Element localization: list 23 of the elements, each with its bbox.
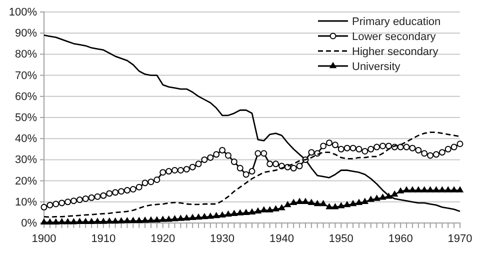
y-tick-label: 50% (14, 112, 38, 124)
legend-label: Lower secondary (352, 31, 436, 43)
legend-label: University (352, 61, 401, 73)
x-tick-label: 1910 (91, 232, 116, 245)
x-tick-label: 1900 (32, 232, 56, 245)
y-tick-label: 100% (8, 6, 38, 19)
y-tick-label: 70% (14, 70, 38, 82)
x-tick-label: 1940 (269, 232, 294, 245)
y-tick-label: 0% (21, 218, 38, 230)
y-tick-label: 90% (14, 28, 38, 40)
x-tick-label: 1950 (328, 232, 354, 245)
x-tick-label: 1960 (388, 232, 413, 245)
x-tick-label: 1920 (150, 232, 176, 245)
y-tick-label: 40% (14, 133, 38, 146)
legend-label: Higher secondary (352, 46, 439, 58)
legend-label: Primary education (352, 16, 441, 28)
x-tick-label: 1930 (210, 232, 235, 245)
y-tick-label: 60% (14, 90, 38, 103)
y-tick-label: 30% (14, 154, 38, 166)
x-tick-label: 1970 (448, 232, 472, 245)
y-tick-label: 20% (14, 175, 38, 188)
y-tick-label: 80% (14, 48, 38, 61)
y-tick-label: 10% (14, 196, 38, 208)
